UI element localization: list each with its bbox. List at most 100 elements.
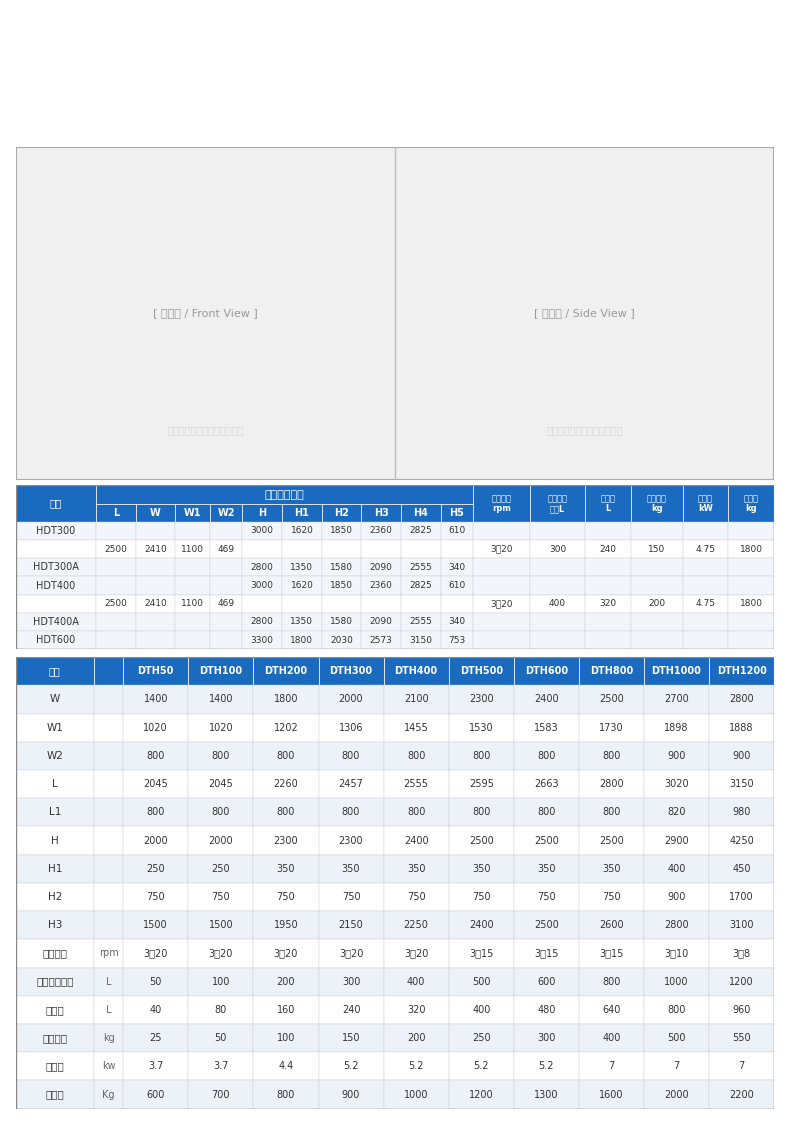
Text: H3: H3 — [47, 920, 62, 930]
Bar — [384, 657, 449, 685]
Text: 1100: 1100 — [182, 544, 205, 553]
Text: 800: 800 — [276, 751, 295, 761]
Text: 3000: 3000 — [250, 581, 274, 590]
Bar — [473, 631, 530, 649]
Text: 7: 7 — [673, 1061, 679, 1071]
Bar — [136, 504, 175, 522]
Bar — [96, 577, 136, 595]
Bar — [401, 558, 441, 577]
Bar — [709, 742, 774, 770]
Text: W: W — [50, 694, 60, 704]
Bar — [94, 657, 123, 685]
Bar — [136, 595, 175, 613]
Bar — [175, 540, 210, 558]
Text: 2410: 2410 — [144, 599, 167, 609]
Bar — [630, 558, 683, 577]
Bar — [254, 968, 318, 996]
Text: 2400: 2400 — [404, 835, 428, 846]
Text: 1202: 1202 — [273, 723, 299, 733]
Bar — [188, 1024, 254, 1052]
Bar — [449, 883, 514, 911]
Bar — [441, 522, 473, 540]
Text: HDT300A: HDT300A — [33, 562, 79, 572]
Text: 2300: 2300 — [339, 835, 363, 846]
Bar — [16, 996, 94, 1024]
Bar — [514, 742, 579, 770]
Text: 800: 800 — [147, 751, 165, 761]
Text: 3100: 3100 — [729, 920, 754, 930]
Text: 200: 200 — [648, 599, 665, 609]
Bar — [16, 540, 96, 558]
Bar — [16, 911, 94, 939]
Text: W: W — [150, 508, 161, 518]
Text: 1200: 1200 — [729, 977, 754, 987]
Text: 800: 800 — [342, 807, 360, 817]
Bar — [16, 631, 96, 649]
Text: 320: 320 — [600, 599, 616, 609]
Text: 750: 750 — [472, 892, 491, 902]
Text: DTH300: DTH300 — [329, 666, 373, 676]
Bar — [514, 1052, 579, 1080]
Text: 800: 800 — [407, 807, 425, 817]
Bar — [318, 742, 384, 770]
Text: H2: H2 — [47, 892, 62, 902]
Text: 2500: 2500 — [469, 835, 494, 846]
Text: 3～20: 3～20 — [490, 544, 513, 553]
Bar — [530, 595, 585, 613]
Bar — [449, 1052, 514, 1080]
Bar — [579, 798, 644, 826]
Text: 5.2: 5.2 — [408, 1061, 424, 1071]
Bar — [683, 558, 728, 577]
Bar — [94, 714, 123, 742]
Bar — [94, 1052, 123, 1080]
Text: 2360: 2360 — [370, 581, 393, 590]
Text: 1583: 1583 — [534, 723, 559, 733]
Text: 总重量: 总重量 — [46, 1089, 64, 1100]
Bar — [514, 714, 579, 742]
Bar — [188, 770, 254, 798]
Bar — [630, 613, 683, 631]
Bar — [16, 558, 96, 577]
Text: 5.2: 5.2 — [473, 1061, 489, 1071]
Text: 400: 400 — [407, 977, 425, 987]
Text: 1200: 1200 — [469, 1089, 494, 1100]
Bar — [514, 968, 579, 996]
Bar — [449, 742, 514, 770]
Text: 2663: 2663 — [534, 779, 559, 789]
Bar — [441, 613, 473, 631]
Bar — [318, 826, 384, 855]
Text: 1580: 1580 — [330, 618, 353, 627]
Text: 3000: 3000 — [250, 526, 274, 535]
Bar — [630, 595, 683, 613]
Bar — [94, 798, 123, 826]
Text: 610: 610 — [448, 581, 465, 590]
Bar — [16, 742, 94, 770]
Text: 1730: 1730 — [599, 723, 624, 733]
Bar — [188, 883, 254, 911]
Bar — [322, 631, 362, 649]
Text: 1350: 1350 — [291, 563, 314, 571]
Text: H1: H1 — [295, 508, 310, 518]
Bar — [318, 1024, 384, 1052]
Bar — [362, 522, 401, 540]
Text: 750: 750 — [537, 892, 555, 902]
Bar — [401, 631, 441, 649]
Bar — [630, 631, 683, 649]
Bar — [449, 968, 514, 996]
Bar — [123, 714, 188, 742]
Bar — [16, 595, 96, 613]
Bar — [683, 613, 728, 631]
Text: H2: H2 — [334, 508, 349, 518]
Text: 3150: 3150 — [409, 636, 432, 645]
Text: 2360: 2360 — [370, 526, 393, 535]
Bar — [318, 798, 384, 826]
Bar — [585, 631, 630, 649]
Text: 450: 450 — [732, 864, 751, 874]
Bar — [728, 522, 774, 540]
Bar — [514, 883, 579, 911]
Text: 2500: 2500 — [104, 599, 127, 609]
Bar — [530, 613, 585, 631]
Text: 主要结构尺寸: 主要结构尺寸 — [265, 490, 304, 499]
Bar — [514, 996, 579, 1024]
Text: 750: 750 — [602, 892, 621, 902]
